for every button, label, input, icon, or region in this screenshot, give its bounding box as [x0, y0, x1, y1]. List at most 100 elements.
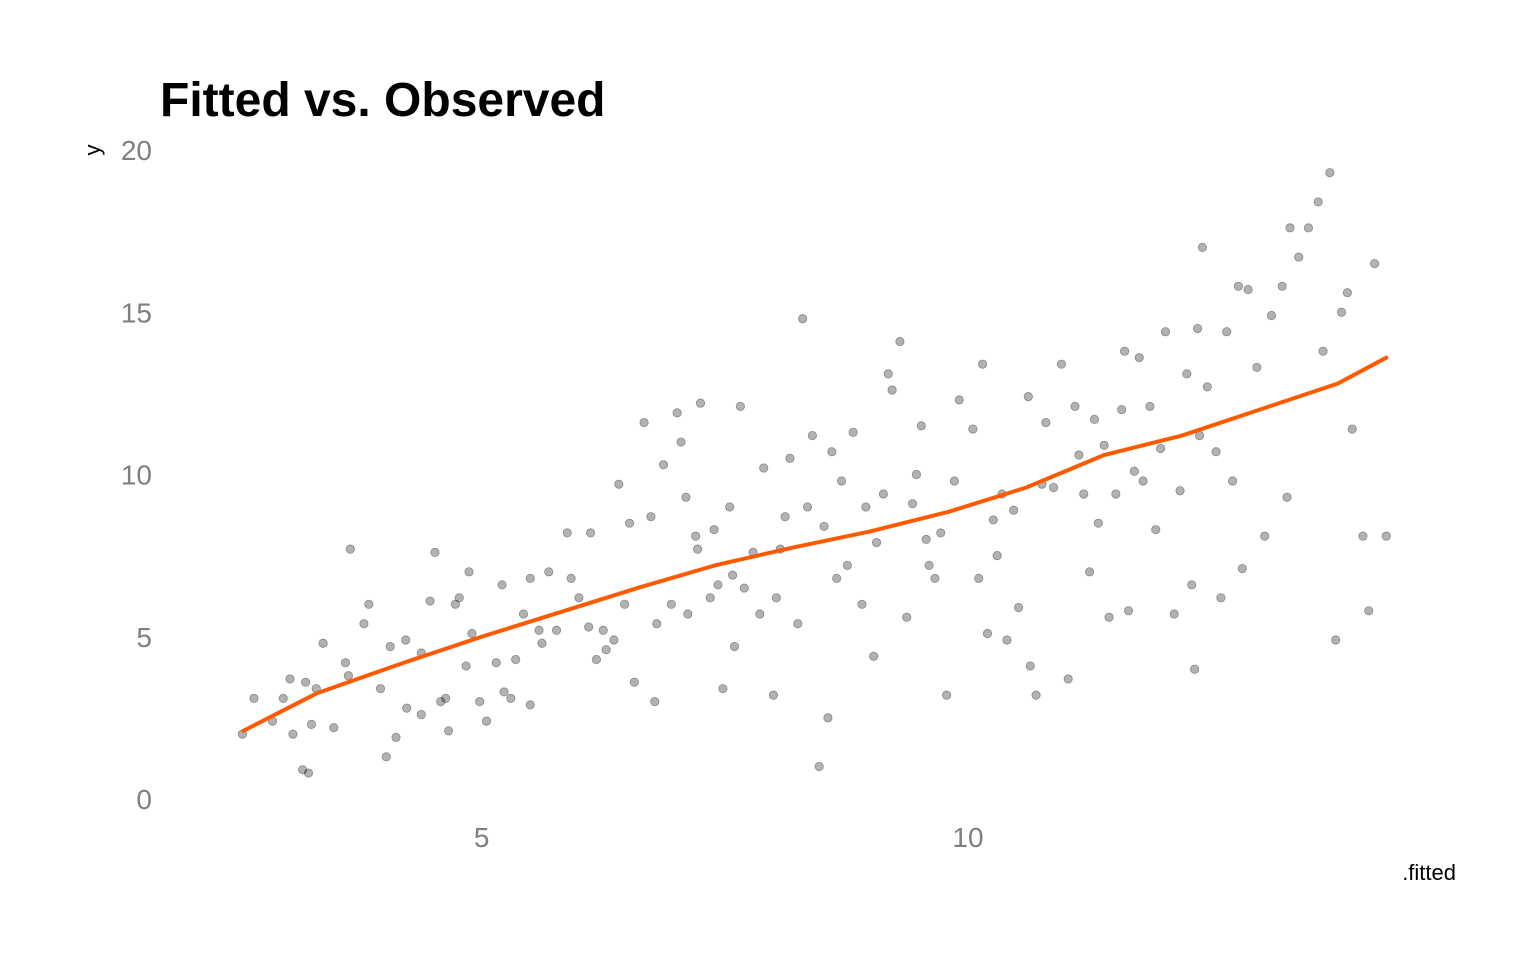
data-point [1222, 327, 1232, 337]
data-point [988, 515, 998, 525]
x-axis-label: .fitted [1402, 860, 1456, 885]
data-point [709, 525, 719, 535]
data-point [329, 723, 339, 733]
data-point [1277, 281, 1287, 291]
smooth-trend-line [241, 355, 1389, 733]
y-axis-label: y [80, 145, 105, 156]
data-point [340, 658, 351, 668]
data-point [814, 761, 824, 772]
data-point [848, 427, 858, 437]
data-point [303, 768, 314, 778]
data-point [436, 697, 446, 707]
data-point [278, 693, 288, 704]
y-tick-label: 5 [136, 622, 152, 653]
data-point [768, 690, 779, 700]
data-point [1145, 401, 1155, 411]
data-point [1211, 447, 1221, 457]
data-point [1074, 450, 1084, 460]
data-point [755, 609, 765, 619]
data-point [285, 674, 295, 684]
data-point [499, 687, 509, 697]
data-point [949, 476, 959, 486]
data-point [544, 567, 554, 577]
chart-title: Fitted vs. Observed [160, 74, 605, 127]
data-point [464, 567, 474, 577]
data-point [430, 547, 440, 557]
data-point [1104, 612, 1114, 622]
data-point [902, 612, 912, 622]
data-point [298, 765, 308, 775]
data-point [1331, 635, 1341, 645]
data-point [992, 551, 1002, 561]
data-point [551, 625, 562, 635]
data-point [1260, 531, 1270, 541]
data-point [425, 596, 435, 606]
data-point [624, 518, 635, 528]
data-point [785, 453, 795, 463]
data-point [857, 599, 867, 609]
data-point [727, 570, 738, 580]
data-point [391, 732, 401, 742]
data-point [1347, 424, 1357, 434]
data-point [911, 469, 922, 480]
data-point [954, 395, 964, 405]
data-point [249, 693, 259, 704]
data-point [620, 599, 630, 609]
data-point [729, 641, 740, 652]
data-point [1084, 567, 1095, 577]
data-point [739, 583, 749, 593]
smooth-line [241, 355, 1389, 733]
data-point [895, 336, 905, 347]
y-tick-label: 15 [121, 297, 152, 328]
data-point [1303, 223, 1314, 233]
data-point [591, 654, 602, 665]
data-point [585, 528, 596, 538]
data-point [735, 401, 745, 411]
data-point [416, 710, 426, 720]
data-point [601, 645, 611, 655]
data-point [798, 314, 808, 324]
data-point [1190, 664, 1200, 674]
data-point [1187, 580, 1197, 590]
data-point [1342, 288, 1352, 298]
data-point [1123, 606, 1134, 616]
data-point [759, 463, 769, 473]
data-point [691, 531, 701, 541]
data-point [475, 697, 485, 707]
data-point [1013, 602, 1024, 613]
data-point [288, 729, 298, 739]
data-point [1156, 443, 1166, 454]
data-point [968, 424, 978, 434]
data-point [598, 625, 608, 635]
data-point [1002, 635, 1012, 645]
data-point [883, 369, 893, 379]
data-point [1252, 362, 1262, 373]
data-point [1079, 489, 1089, 499]
data-point [823, 713, 833, 723]
data-point [1160, 327, 1171, 337]
data-point [827, 447, 837, 457]
data-point [562, 528, 572, 538]
y-axis-ticks: 0 5 10 15 20 [121, 135, 152, 815]
data-point [924, 560, 934, 570]
data-point [871, 538, 882, 548]
data-point [306, 719, 317, 729]
data-point [566, 573, 576, 583]
data-point [930, 573, 940, 583]
data-point [450, 599, 460, 609]
data-point [1009, 505, 1019, 515]
data-point [861, 502, 871, 512]
data-point [1197, 242, 1208, 252]
data-point [1216, 593, 1226, 603]
data-point [936, 528, 946, 538]
data-point [982, 628, 993, 639]
data-point [639, 417, 649, 428]
data-point [1192, 323, 1203, 334]
data-point [1025, 661, 1035, 671]
data-point [375, 684, 386, 694]
data-point [1318, 346, 1328, 356]
data-point [1056, 359, 1066, 369]
data-point [506, 693, 516, 704]
data-point [401, 635, 411, 645]
data-point [718, 684, 728, 694]
